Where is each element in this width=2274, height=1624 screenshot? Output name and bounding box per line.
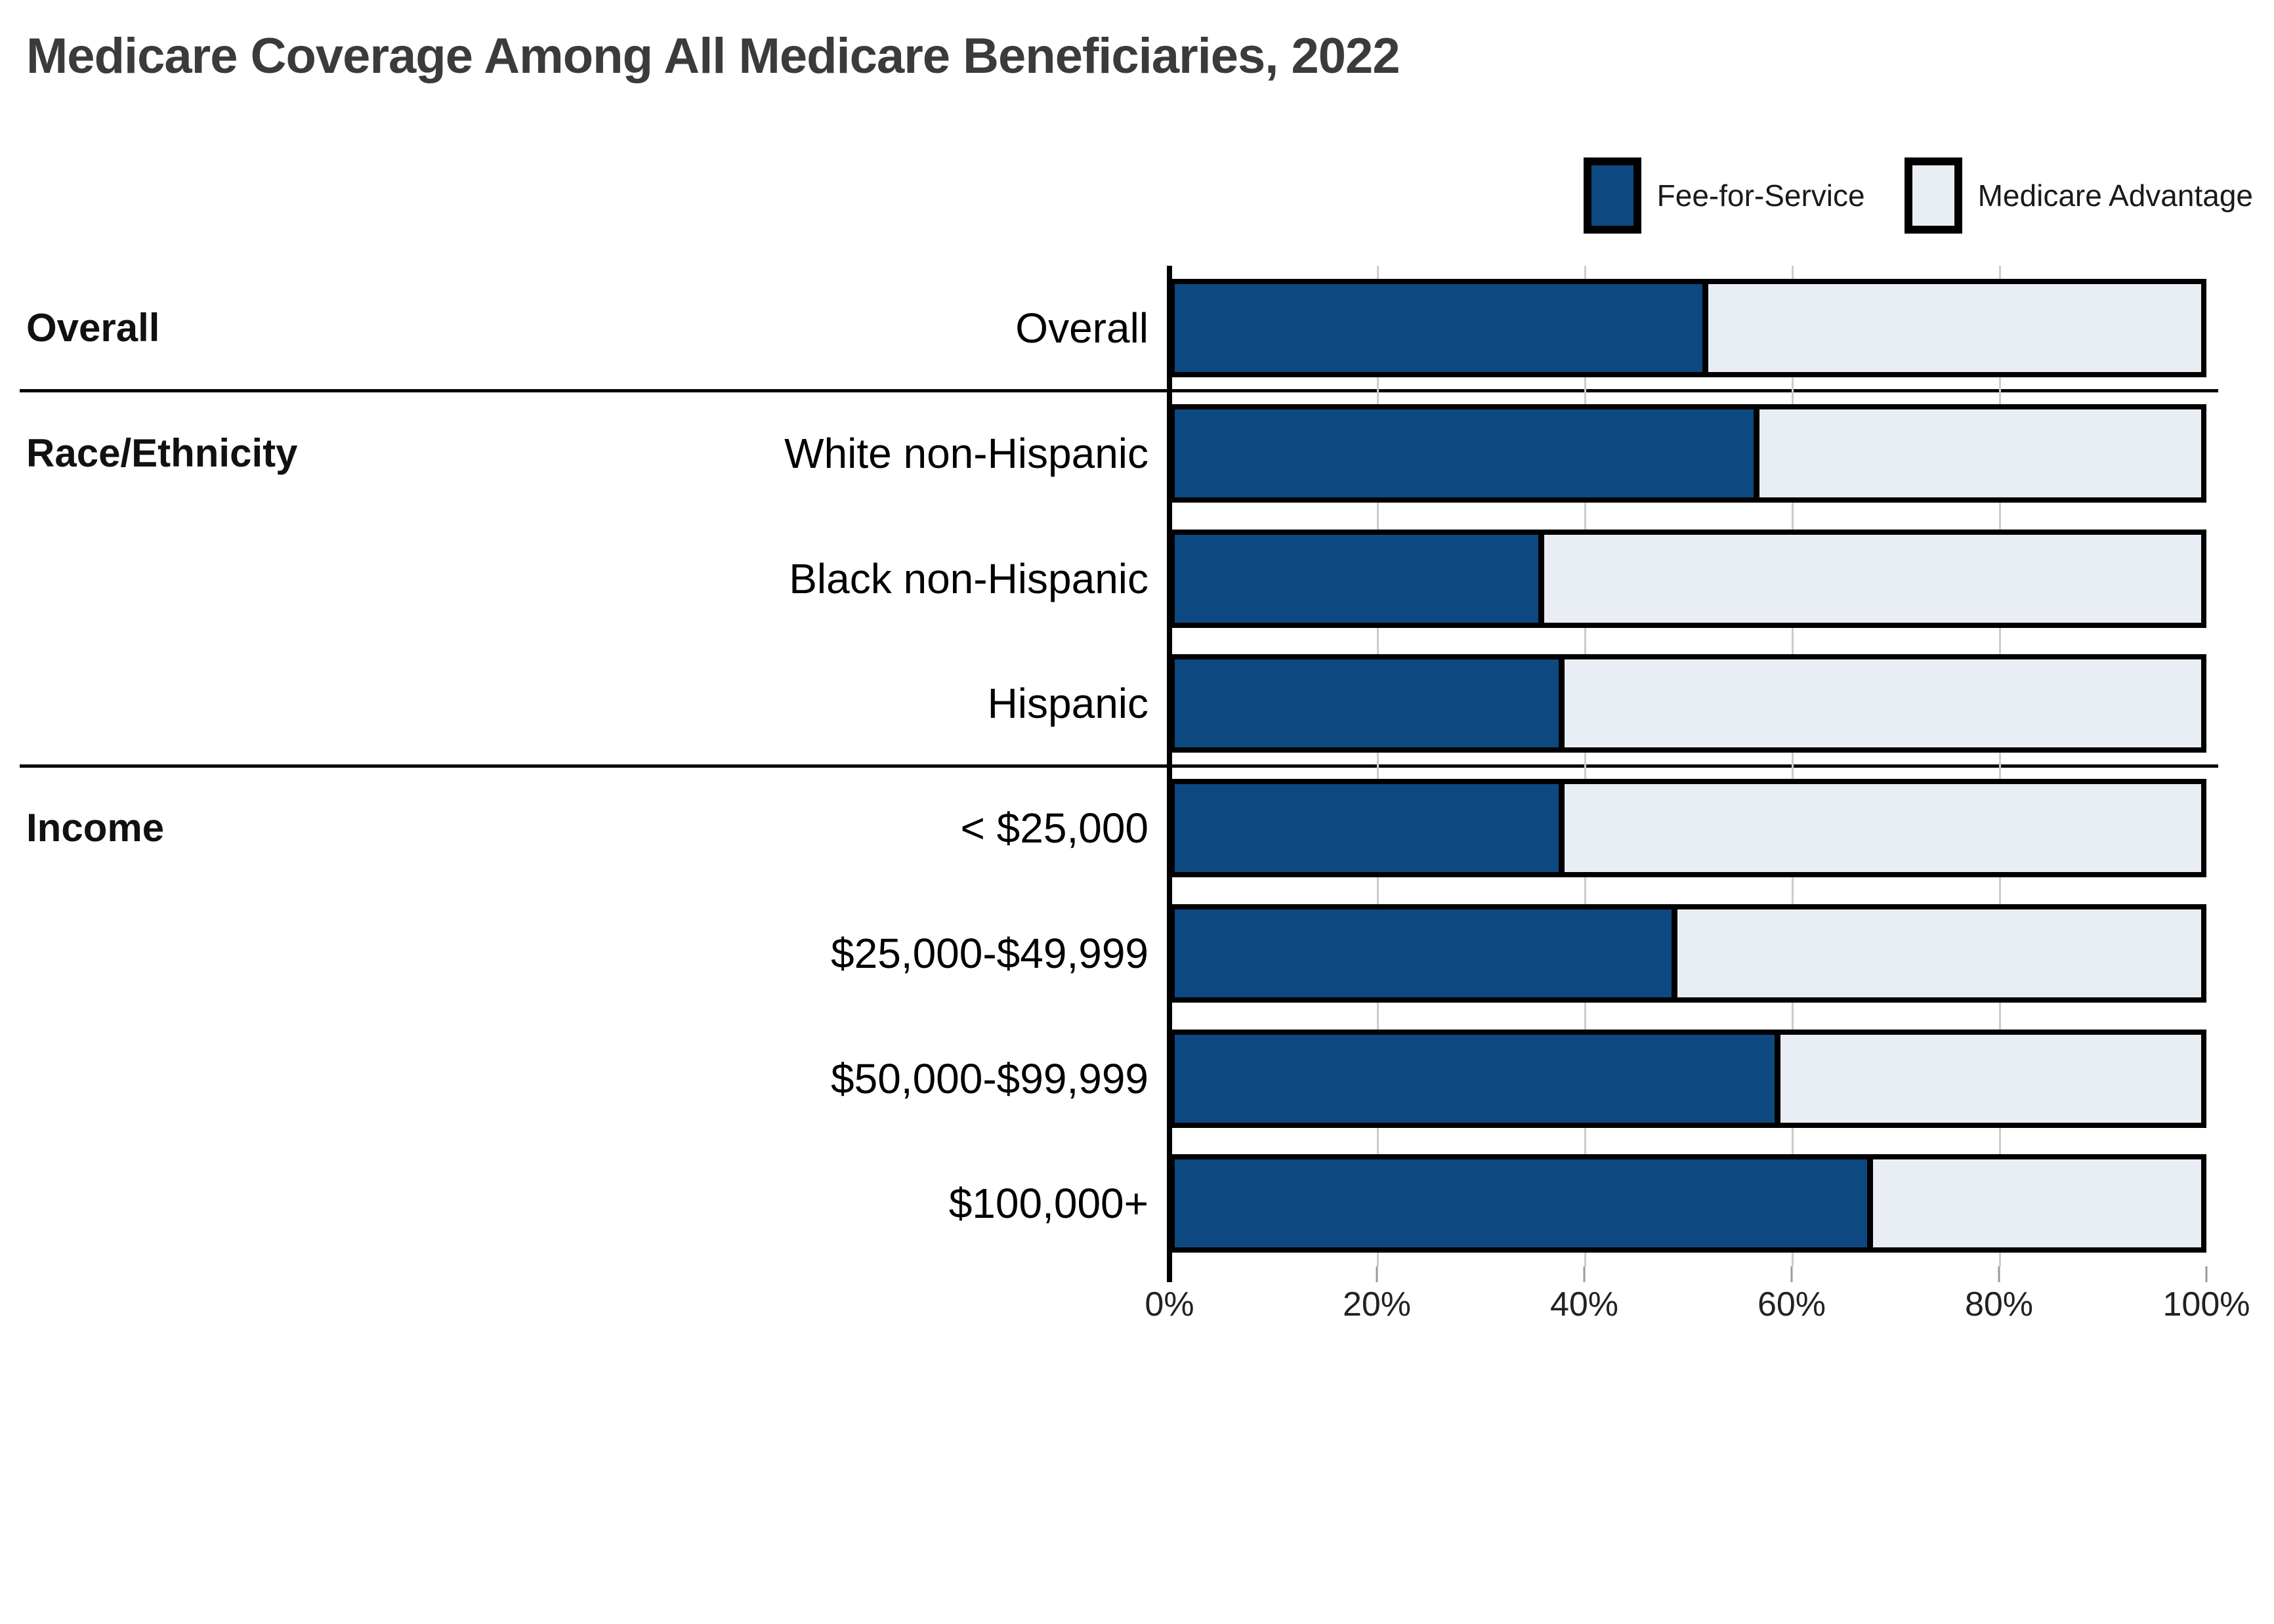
x-tick-label: 40% xyxy=(1549,1285,1619,1323)
bar-row xyxy=(1169,891,2206,1016)
bar-row xyxy=(1169,266,2206,391)
plot-area xyxy=(1167,266,2206,1282)
bar-row xyxy=(1169,766,2206,891)
y-axis-line xyxy=(1167,266,1172,1282)
section-label-overall: Overall xyxy=(26,306,160,350)
x-tick-label: 80% xyxy=(1964,1285,2034,1323)
section-divider xyxy=(20,389,2218,392)
section-divider xyxy=(20,764,2218,768)
row-label-white-non-hispanic: White non-Hispanic xyxy=(784,430,1148,477)
bar-row xyxy=(1169,1141,2206,1266)
legend: Fee-for-Service Medicare Advantage xyxy=(1583,157,2253,234)
x-axis: 0% 20% 40% 60% 80% 100% xyxy=(1145,1266,2250,1332)
stacked-bar-white-non-hispanic xyxy=(1169,404,2206,503)
stacked-bar-100000-plus xyxy=(1169,1154,2206,1253)
stacked-bar-50000-99999 xyxy=(1169,1030,2206,1128)
fee-for-service-segment xyxy=(1175,659,1565,747)
legend-item-medicare-advantage: Medicare Advantage xyxy=(1904,157,2253,234)
bar-row xyxy=(1169,516,2206,642)
stacked-bar-under-25000 xyxy=(1169,779,2206,877)
fee-for-service-swatch-icon xyxy=(1583,157,1641,234)
legend-label: Medicare Advantage xyxy=(1977,178,2253,213)
medicare-advantage-swatch-icon xyxy=(1904,157,1962,234)
x-tick-label: 20% xyxy=(1342,1285,1412,1323)
tick-mark-0 xyxy=(1167,1266,1172,1282)
row-label-black-non-hispanic: Black non-Hispanic xyxy=(789,555,1148,602)
medicare-advantage-segment xyxy=(1780,1035,2201,1123)
x-tick-label: 0% xyxy=(1145,1285,1194,1323)
medicare-advantage-segment xyxy=(1677,909,2201,997)
section-label-income: Income xyxy=(26,806,165,850)
chart-title: Medicare Coverage Among All Medicare Ben… xyxy=(26,28,1400,84)
medicare-advantage-segment xyxy=(1708,284,2201,372)
fee-for-service-segment xyxy=(1175,909,1678,997)
bar-row xyxy=(1169,1016,2206,1142)
fee-for-service-segment xyxy=(1175,1159,1873,1247)
medicare-advantage-segment xyxy=(1872,1159,2201,1247)
medicare-advantage-segment xyxy=(1759,409,2201,497)
medicare-advantage-segment xyxy=(1565,784,2201,872)
stacked-bar-overall xyxy=(1169,279,2206,377)
stacked-bar-25000-49999 xyxy=(1169,904,2206,1003)
fee-for-service-segment xyxy=(1175,284,1709,372)
medicare-advantage-segment xyxy=(1565,659,2201,747)
fee-for-service-segment xyxy=(1175,535,1545,623)
tick-mark-40 xyxy=(1583,1266,1586,1282)
legend-label: Fee-for-Service xyxy=(1656,178,1865,213)
fee-for-service-segment xyxy=(1175,784,1565,872)
fee-for-service-segment xyxy=(1175,1035,1780,1123)
stacked-bar-hispanic xyxy=(1169,654,2206,753)
gridline-20 xyxy=(1377,266,1379,1266)
x-tick-label: 60% xyxy=(1757,1285,1826,1323)
tick-mark-100 xyxy=(2205,1266,2208,1282)
bar-row xyxy=(1169,391,2206,516)
medicare-advantage-segment xyxy=(1544,535,2201,623)
bar-row xyxy=(1169,641,2206,766)
tick-mark-80 xyxy=(1998,1266,2000,1282)
section-label-race-ethnicity: Race/Ethnicity xyxy=(26,431,298,475)
gridline-60 xyxy=(1792,266,1794,1266)
x-tick-label: 100% xyxy=(2162,1285,2250,1323)
row-label-25000-49999: $25,000-$49,999 xyxy=(831,930,1148,977)
tick-mark-60 xyxy=(1790,1266,1793,1282)
tick-mark-20 xyxy=(1376,1266,1378,1282)
row-label-under-25000: < $25,000 xyxy=(960,804,1149,852)
fee-for-service-segment xyxy=(1175,409,1760,497)
legend-item-fee-for-service: Fee-for-Service xyxy=(1583,157,1865,234)
row-label-hispanic: Hispanic xyxy=(987,680,1148,727)
row-label-overall: Overall xyxy=(1015,304,1148,352)
row-label-50000-99999: $50,000-$99,999 xyxy=(831,1055,1148,1102)
gridline-40 xyxy=(1584,266,1586,1266)
row-label-100000-plus: $100,000+ xyxy=(948,1180,1148,1227)
stacked-bar-black-non-hispanic xyxy=(1169,530,2206,628)
gridline-80 xyxy=(1999,266,2001,1266)
